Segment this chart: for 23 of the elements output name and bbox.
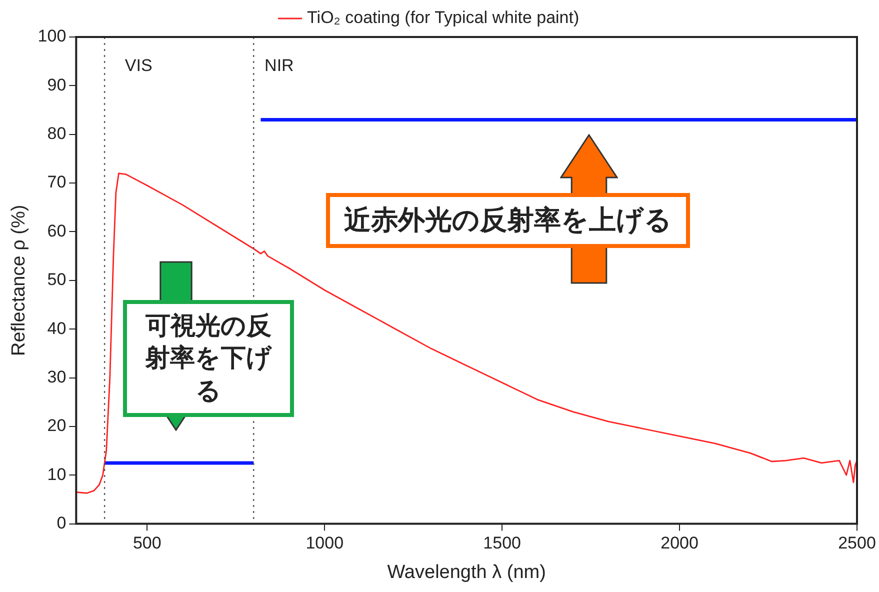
y-tick-label: 10	[47, 464, 66, 484]
x-tick-label: 2000	[660, 534, 698, 553]
y-axis-title: Reflectance ρ (%)	[8, 204, 30, 356]
y-tick-label: 50	[47, 270, 66, 290]
y-tick-label: 20	[47, 416, 66, 436]
x-axis-title: Wavelength λ (nm)	[387, 562, 546, 583]
y-tick-label: 40	[47, 318, 66, 338]
x-tick-label: 1500	[483, 534, 521, 553]
y-tick-label: 0	[56, 513, 66, 532]
y-tick-label: 90	[47, 75, 66, 94]
annotation: 可視光の反射率を下げる	[123, 300, 294, 418]
x-tick-label: 2500	[838, 534, 876, 553]
y-tick-label: 100	[38, 26, 66, 46]
annotation: 近赤外光の反射率を上げる	[326, 192, 690, 248]
y-tick-label: 30	[47, 367, 66, 386]
y-tick-label: 80	[47, 124, 66, 144]
x-tick-label: 1000	[306, 534, 344, 553]
y-tick-label: 60	[47, 221, 66, 240]
annotation: NIR	[264, 56, 294, 75]
x-tick-label: 500	[132, 534, 162, 553]
legend-label: TiO₂ coating (for Typical white paint)	[307, 8, 580, 28]
y-tick-label: 70	[47, 172, 66, 192]
annotation: VIS	[124, 56, 152, 75]
